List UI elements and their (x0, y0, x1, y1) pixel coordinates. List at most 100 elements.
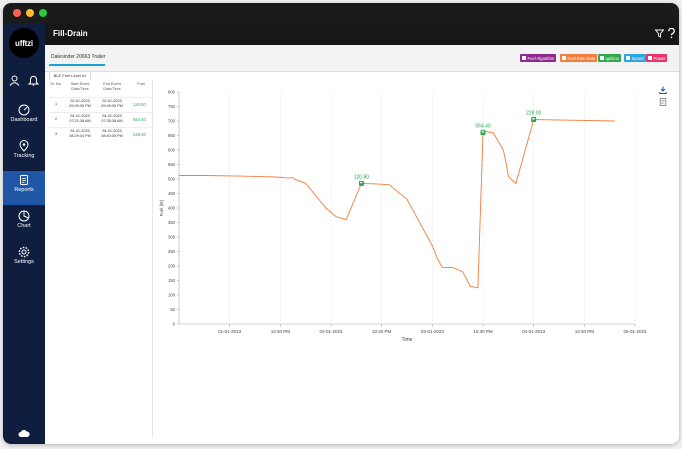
title-bar (3, 3, 679, 23)
table-row[interactable]: 3 04-01-2023 08:29:04 PM 04-01-2023 08:4… (49, 127, 152, 142)
x-tick-label: 10:30 PM (575, 329, 595, 334)
tab-ble-fuel-level[interactable]: BLE Fuel Level #1 (49, 71, 91, 80)
x-tick-label: 10:30 PM (473, 329, 493, 334)
sidebar-item-label: Reports (14, 187, 34, 193)
y-tick-label: 200 (168, 264, 176, 269)
legend-item-fuel-algorithm[interactable]: Fuel Algorithm (520, 54, 557, 62)
checkbox-icon (600, 56, 604, 60)
column-header: Start Event Date/Time (70, 82, 90, 91)
app-window: ufftzi Dashboard Tracking (3, 3, 679, 444)
asset-tab-indicator (49, 64, 105, 66)
column-header: Sr. No. (50, 82, 62, 86)
fuel-pump-window (532, 118, 535, 120)
y-tick-label: 600 (168, 148, 176, 153)
page-title: Fill-Drain (53, 29, 88, 38)
fill-drain-events-table: Sr. No. Start Event Date/Time End Event … (49, 80, 153, 438)
y-axis-label: Fuel (ltr) (159, 199, 164, 216)
row-end-time: 04-01-2023 08:40:05 PM (101, 129, 123, 138)
row-fuel: 228.00 (133, 132, 146, 137)
download-icon[interactable] (659, 86, 667, 94)
column-header: End Event Date/Time (103, 82, 121, 91)
row-fuel: 554.40 (133, 117, 146, 122)
pie-chart-icon (18, 210, 30, 222)
x-tick-label: 05-01-2023 (623, 329, 647, 334)
row-end-time: 04-01-2023 07:35:38 AM (101, 114, 123, 123)
fill-marker (531, 117, 537, 123)
fill-value-label: 228.00 (526, 111, 542, 117)
legend-item-ignition[interactable]: Ignition (598, 54, 622, 62)
sidebar-item-chart[interactable]: Chart (3, 207, 45, 241)
sidebar: ufftzi Dashboard Tracking (3, 23, 45, 444)
fuel-pump-window (481, 131, 484, 133)
y-tick-label: 450 (168, 191, 176, 196)
y-tick-label: 800 (168, 90, 176, 95)
sidebar-item-label: Tracking (13, 153, 35, 159)
x-tick-label: 02-01-2023 (319, 329, 343, 334)
fuel-pump-icon (531, 117, 537, 123)
row-sr: 1 (54, 102, 58, 106)
fill-marker (480, 130, 486, 136)
checkbox-icon (626, 56, 630, 60)
row-sr: 3 (54, 132, 58, 136)
sidebar-item-dashboard[interactable]: Dashboard (3, 101, 45, 135)
speedometer-icon (18, 104, 30, 116)
sidebar-item-reports[interactable]: Reports (3, 171, 45, 205)
bell-icon[interactable] (28, 75, 39, 86)
report-icon (20, 175, 28, 185)
legend-label: Speed (631, 55, 644, 61)
legend-item-speed[interactable]: Speed (624, 54, 646, 62)
close-window-button[interactable] (13, 9, 21, 17)
chart-panel: 01-01-2023 10:30 PM 02-01-2023 10:30 PM 03-0… (153, 80, 673, 438)
document-icon[interactable] (659, 98, 667, 106)
sidebar-item-label: Settings (14, 259, 34, 265)
x-tick-label: 04-01-2023 (522, 329, 546, 334)
y-tick-label: 250 (168, 249, 176, 254)
table-row[interactable]: 2 04-01-2023 07:21:38 AM 04-01-2023 07:3… (49, 112, 152, 127)
table-row[interactable]: 1 02-01-2023 09:05:05 PM 02-01-2023 09:4… (49, 97, 152, 112)
row-start-time: 04-01-2023 07:21:38 AM (69, 114, 91, 123)
row-sr: 2 (54, 117, 58, 121)
y-tick-label: 550 (168, 162, 176, 167)
checkbox-icon (562, 56, 566, 60)
legend-label: Fuel Algorithm (527, 55, 555, 61)
maximize-window-button[interactable] (39, 9, 47, 17)
y-tick-label: 650 (168, 133, 176, 138)
asset-tab[interactable]: Dalesinder 20663 Trailer (51, 54, 106, 60)
y-tick-label: 500 (168, 177, 176, 182)
sidebar-top-icons (3, 73, 45, 91)
fill-value-label: 120.80 (354, 174, 370, 180)
x-tick-label: 03-01-2023 (421, 329, 445, 334)
minimize-window-button[interactable] (26, 9, 34, 17)
legend-label: Fuel Raw Data (567, 55, 596, 61)
y-tick-label: 400 (168, 206, 176, 211)
legend-item-power[interactable]: Power (646, 54, 668, 62)
help-icon[interactable] (667, 28, 676, 39)
row-start-time: 02-01-2023 09:05:05 PM (69, 99, 91, 108)
x-tick-label: 10:30 PM (271, 329, 291, 334)
fuel-pump-icon (358, 180, 364, 186)
sidebar-item-tracking[interactable]: Tracking (3, 137, 45, 171)
row-fuel: 120.80 (133, 102, 146, 107)
legend-item-fuel-raw-data[interactable]: Fuel Raw Data (560, 54, 598, 62)
fuel-chart: 01-01-2023 10:30 PM 02-01-2023 10:30 PM 03-0… (159, 90, 647, 344)
row-end-time: 02-01-2023 09:45:05 PM (101, 99, 123, 108)
checkbox-icon (522, 56, 526, 60)
sidebar-item-settings[interactable]: Settings (3, 243, 45, 277)
fill-marker (358, 180, 364, 186)
fuel-pump-icon (480, 130, 486, 136)
y-tick-label: 350 (168, 220, 176, 225)
x-tick-label: 01-01-2023 (218, 329, 242, 334)
cloud-icon[interactable] (18, 430, 30, 438)
user-icon[interactable] (9, 75, 20, 86)
x-tick-label: 10:30 PM (372, 329, 392, 334)
column-header: Fuel (137, 82, 145, 86)
asset-tab-bar: Dalesinder 20663 Trailer Fuel Algorithm F… (45, 45, 679, 72)
y-tick-label: 0 (173, 322, 176, 327)
legend-label: Ignition (605, 55, 620, 61)
fill-value-label: 554.40 (475, 124, 491, 130)
y-tick-label: 300 (168, 235, 176, 240)
filter-icon[interactable] (655, 29, 664, 38)
fuel-pump-window (360, 181, 363, 184)
legend-label: Power (653, 55, 666, 61)
y-tick-label: 100 (168, 293, 176, 298)
